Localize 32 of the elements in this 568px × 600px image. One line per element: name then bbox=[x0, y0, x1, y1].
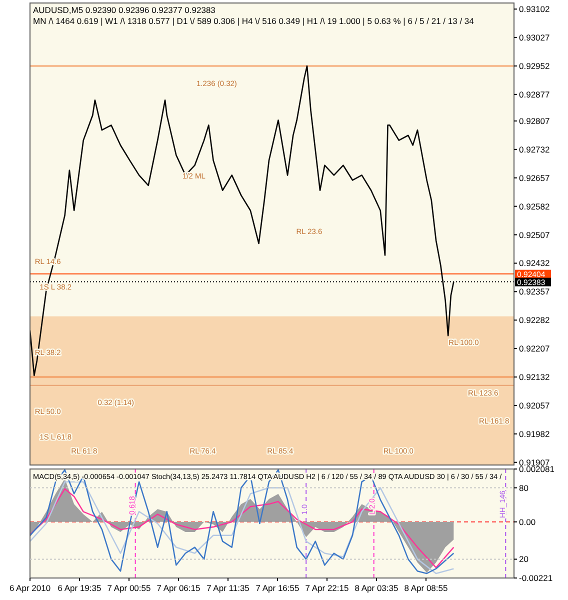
x-tick-label: 6 Apr 19:35 bbox=[58, 583, 102, 593]
y-tick-label: 0.92582 bbox=[519, 201, 550, 212]
y-tick-label: -0.00221 bbox=[519, 573, 553, 583]
y-tick-label: 0.91982 bbox=[519, 428, 550, 439]
y-tick-label: 0.92057 bbox=[519, 400, 550, 410]
y-tick-label: 0.92357 bbox=[519, 286, 550, 297]
y-tick-label: 0.92432 bbox=[519, 258, 550, 268]
y-tick-label: 0.93027 bbox=[519, 32, 550, 43]
y-tick-label: 0.92807 bbox=[519, 116, 550, 126]
x-tick-label: 6 Apr 2010 bbox=[9, 583, 51, 593]
y2-tick-label: 80 bbox=[519, 482, 529, 493]
x-tick-label: 7 Apr 16:55 bbox=[256, 583, 300, 593]
y-tick-label: 0.92507 bbox=[519, 230, 550, 240]
x-tick-label: 7 Apr 00:55 bbox=[107, 583, 152, 593]
y-tick-label: 0.92952 bbox=[519, 60, 550, 71]
y-tick-label: 0.92657 bbox=[519, 172, 550, 183]
y-tick-label: 0.92282 bbox=[519, 315, 550, 326]
y-tick-label: 0.92732 bbox=[519, 144, 550, 154]
chart-title: AUDUSD,M5 0.92390 0.92396 0.92377 0.92383 bbox=[33, 5, 216, 15]
y-tick-label: 0.92132 bbox=[519, 372, 550, 382]
x-tick-label: 7 Apr 22:15 bbox=[305, 583, 349, 593]
y2-tick-label: 20 bbox=[519, 554, 529, 564]
y-tick-label: 0.00 bbox=[519, 516, 536, 527]
x-tick-label: 8 Apr 08:55 bbox=[404, 583, 448, 593]
y-tick-label: 0.93102 bbox=[519, 4, 550, 14]
y-tick-label: 0.92207 bbox=[519, 344, 550, 354]
x-tick-label: 7 Apr 11:35 bbox=[206, 583, 250, 593]
x-tick-label: 7 Apr 06:15 bbox=[156, 583, 201, 593]
x-tick-label: 8 Apr 03:35 bbox=[354, 583, 398, 593]
text: MN /\ 1464 0.619 | W1 /\ 1318 0.577 | D1 \/ 589 0.306 | H4 \/ 516 0.349 | H1 /\ 19 1.000 | 5 0.63 % | 6 / 5 / 21 / 13 / 34 bbox=[33, 16, 474, 26]
y-tick-label: 0.91907 bbox=[519, 457, 550, 468]
y-tick-label: 0.92877 bbox=[519, 89, 550, 100]
